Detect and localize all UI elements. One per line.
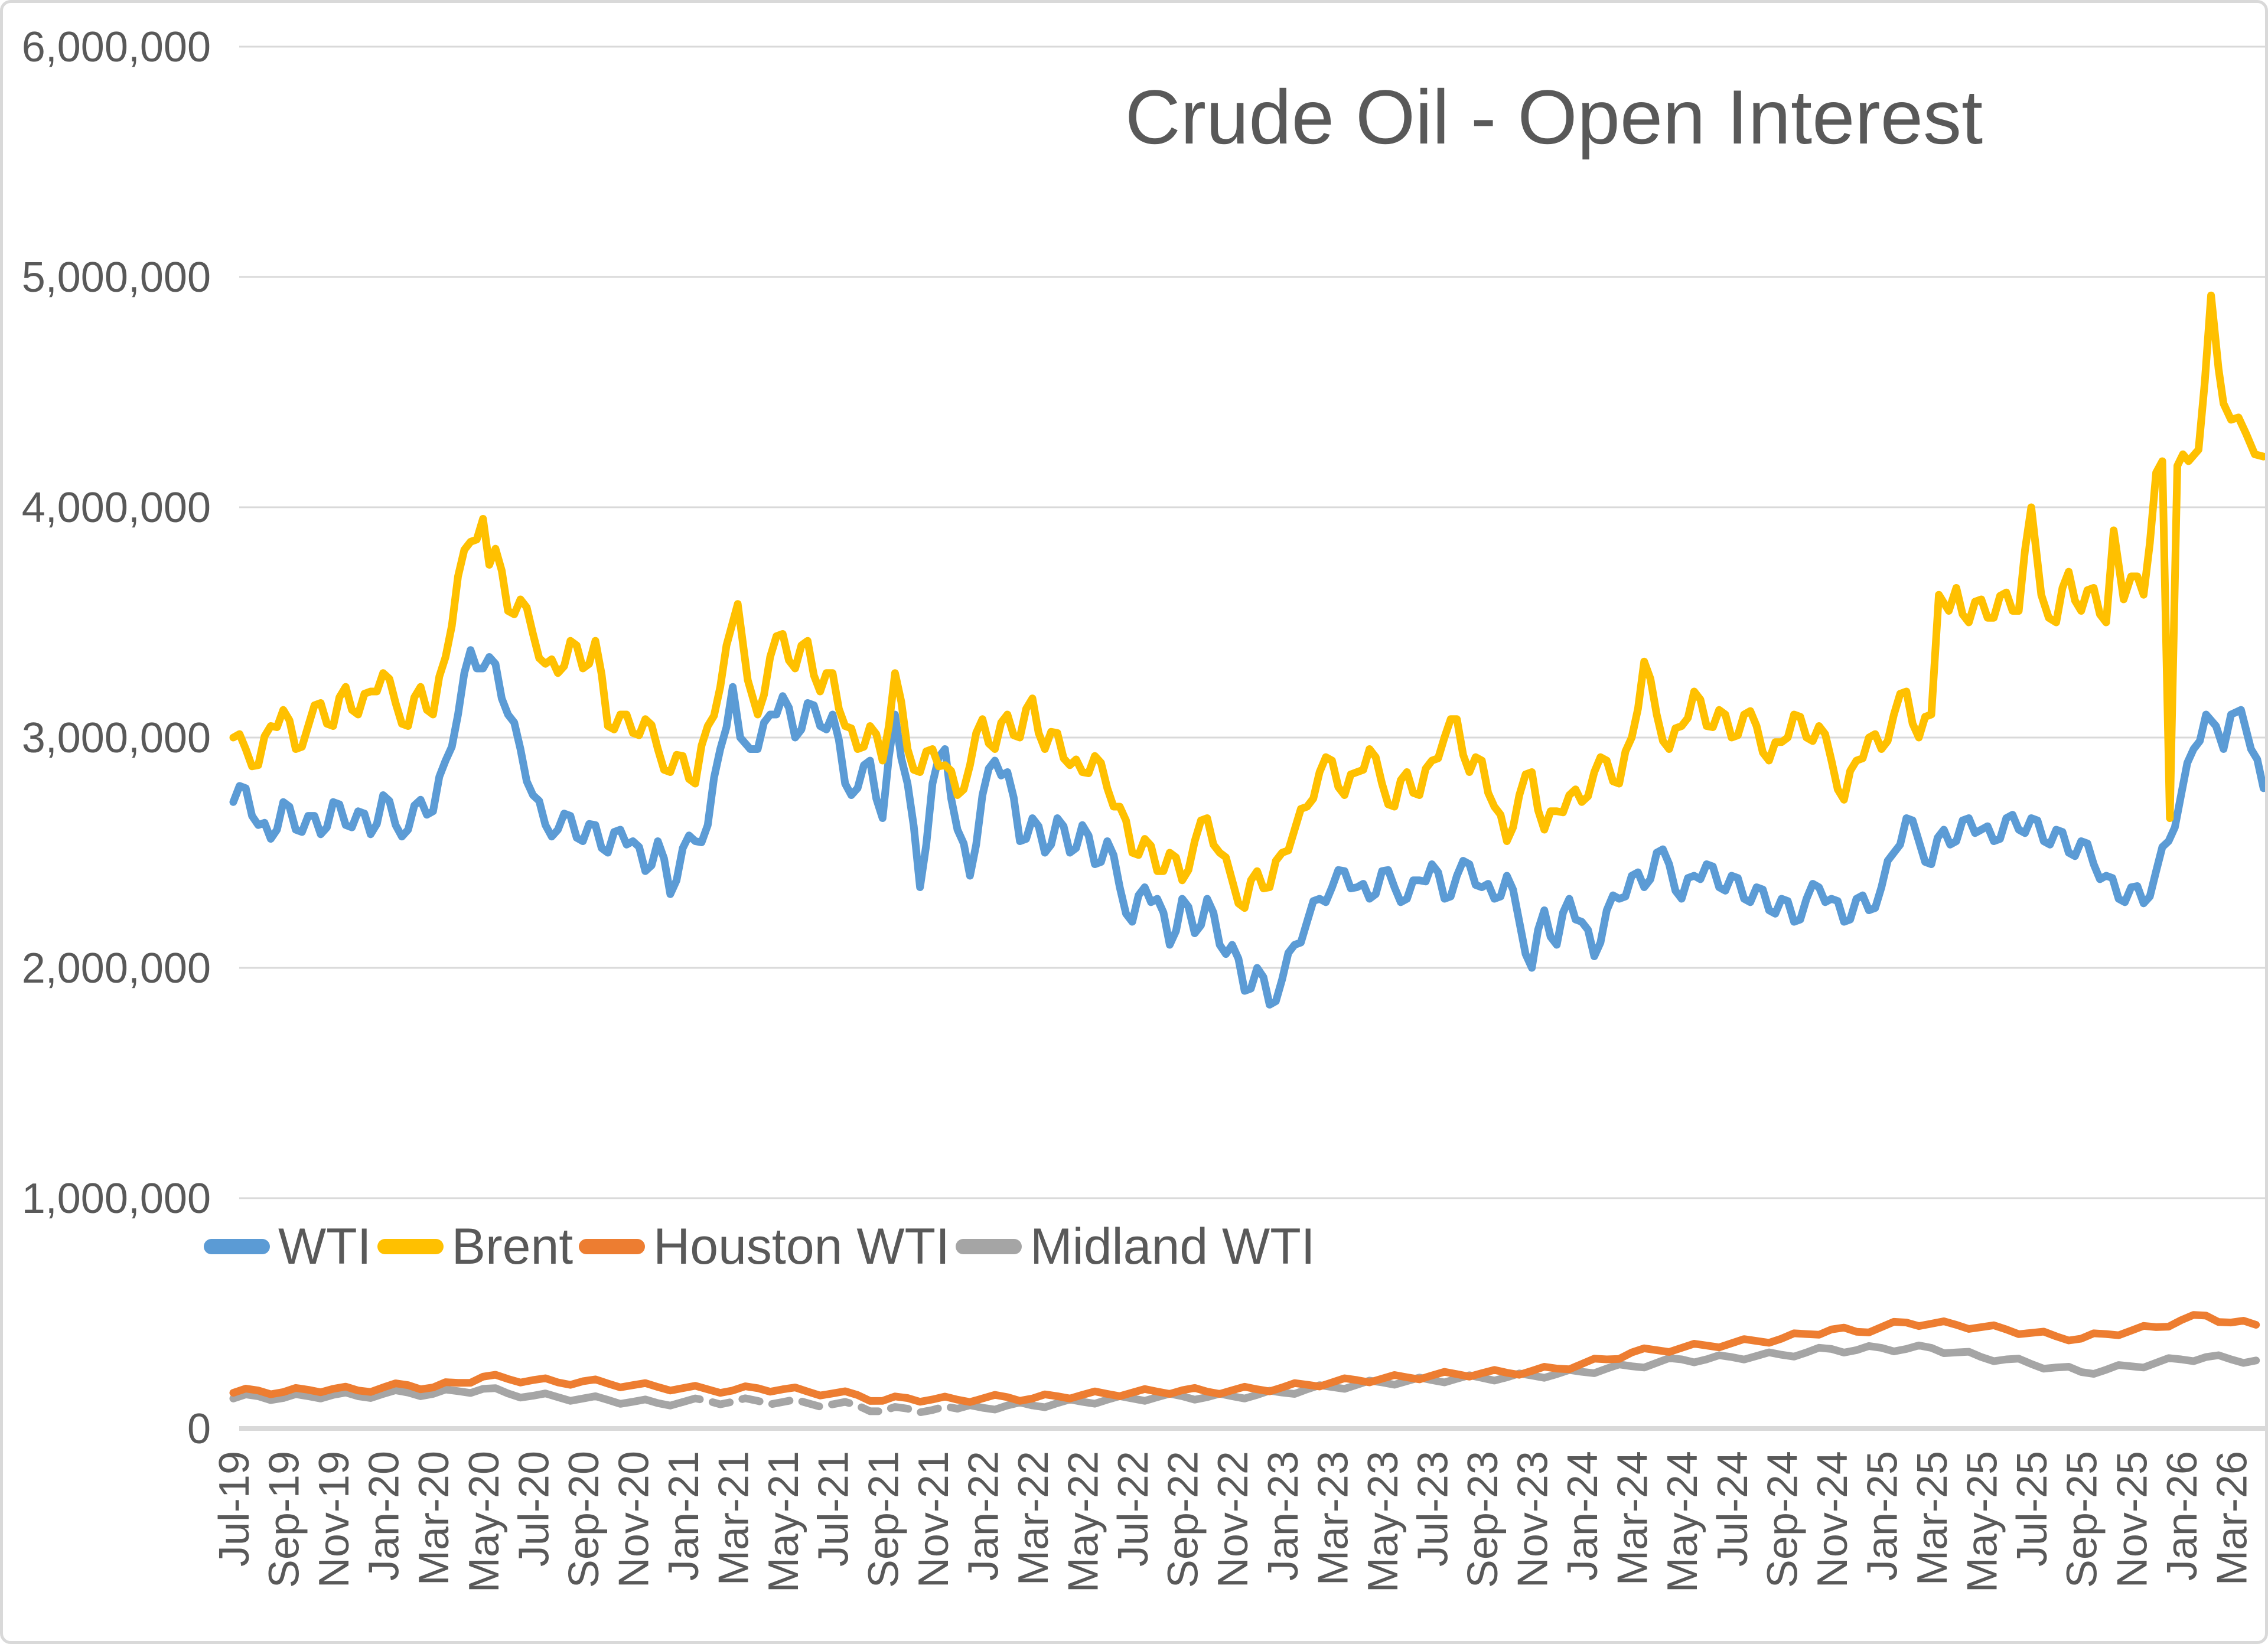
series-line-wti [229, 646, 2265, 1009]
x-tick-label: Jan-22 [960, 1451, 1007, 1581]
legend-label-brent: Brent [451, 1218, 573, 1275]
x-tick-label: May-22 [1060, 1451, 1107, 1593]
x-tick-label: May-25 [1959, 1451, 2006, 1593]
x-tick-label: Mar-25 [1909, 1451, 1956, 1586]
x-tick-label: Sep-23 [1459, 1451, 1507, 1588]
series-line-midland-wti [953, 1341, 2260, 1414]
legend-item-houston-wti: Houston WTI [579, 1218, 950, 1276]
x-tick-label: Jul-21 [810, 1451, 858, 1567]
x-tick-label: Sep-19 [261, 1451, 308, 1588]
legend: WTI Brent Houston WTI Midland WTI [204, 1217, 1321, 1276]
x-tick-label: Nov-25 [2109, 1451, 2156, 1588]
y-tick-label: 5,000,000 [22, 254, 211, 301]
legend-label-wti: WTI [278, 1218, 372, 1275]
x-tick-label: Mar-22 [1010, 1451, 1057, 1586]
x-tick-label: Jan-20 [361, 1451, 408, 1581]
x-tick-label: May-24 [1659, 1451, 1706, 1593]
x-tick-label: Jan-25 [1859, 1451, 1906, 1581]
x-tick-label: May-21 [760, 1451, 807, 1593]
x-tick-label: Jul-24 [1709, 1451, 1757, 1567]
x-tick-label: Mar-26 [2208, 1451, 2256, 1586]
legend-label-houston-wti: Houston WTI [653, 1218, 950, 1275]
x-tick-label: Nov-21 [910, 1451, 957, 1588]
chart-canvas: 6,000,000 5,000,000 4,000,000 3,000,000 2,00… [22, 24, 2265, 1593]
y-tick-label: 2,000,000 [22, 945, 211, 992]
x-tick-label: Sep-22 [1160, 1451, 1207, 1588]
x-tick-label: Sep-20 [561, 1451, 608, 1588]
legend-item-midland-wti: Midland WTI [955, 1218, 1315, 1276]
legend-swatch-brent [377, 1239, 444, 1254]
x-tick-label: Mar-21 [711, 1451, 758, 1586]
x-tick-label: Mar-24 [1609, 1451, 1657, 1586]
legend-item-brent: Brent [377, 1218, 573, 1276]
x-tick-label: Mar-20 [410, 1451, 458, 1586]
x-tick-label: Jul-20 [510, 1451, 558, 1567]
series-line-midland-wti [229, 1384, 687, 1410]
chart-title: Crude Oil - Open Interest [1125, 74, 1983, 160]
x-tick-label: Nov-20 [610, 1451, 657, 1588]
series-line-midland-wti-dashed [679, 1394, 962, 1417]
x-tick-label: Sep-25 [2059, 1451, 2106, 1588]
x-tick-label: Jul-22 [1110, 1451, 1157, 1567]
x-tick-label: Mar-23 [1309, 1451, 1357, 1586]
x-tick-label: Jan-23 [1260, 1451, 1307, 1581]
x-tick-label: Jul-25 [2009, 1451, 2056, 1567]
x-tick-label: Jan-26 [2159, 1451, 2206, 1581]
series-line-brent [229, 291, 2265, 912]
x-tick-label: Sep-24 [1759, 1451, 1806, 1588]
x-tick-label: Nov-22 [1210, 1451, 1257, 1588]
legend-swatch-midland-wti [955, 1239, 1022, 1254]
y-tick-label: 1,000,000 [22, 1175, 211, 1222]
x-tick-label: Jan-21 [660, 1451, 708, 1581]
x-tick-label: May-20 [461, 1451, 508, 1593]
y-tick-label: 3,000,000 [22, 715, 211, 762]
x-tick-label: Jul-23 [1409, 1451, 1456, 1567]
x-tick-label: May-23 [1360, 1451, 1407, 1593]
x-tick-label: Jul-19 [211, 1451, 258, 1567]
legend-swatch-wti [204, 1239, 270, 1254]
y-tick-label: 6,000,000 [22, 24, 211, 71]
legend-label-midland-wti: Midland WTI [1029, 1218, 1315, 1275]
y-tick-label: 4,000,000 [22, 484, 211, 531]
x-tick-label: Nov-23 [1510, 1451, 1557, 1588]
legend-item-wti: WTI [204, 1218, 372, 1276]
y-tick-label: 0 [187, 1405, 211, 1453]
legend-swatch-houston-wti [579, 1239, 646, 1254]
series-line-houston-wti [229, 1311, 2260, 1406]
x-tick-label: Jan-24 [1559, 1451, 1606, 1581]
x-tick-label: Nov-24 [1809, 1451, 1856, 1588]
x-tick-label: Sep-21 [860, 1451, 907, 1588]
x-tick-label: Nov-19 [311, 1451, 358, 1588]
